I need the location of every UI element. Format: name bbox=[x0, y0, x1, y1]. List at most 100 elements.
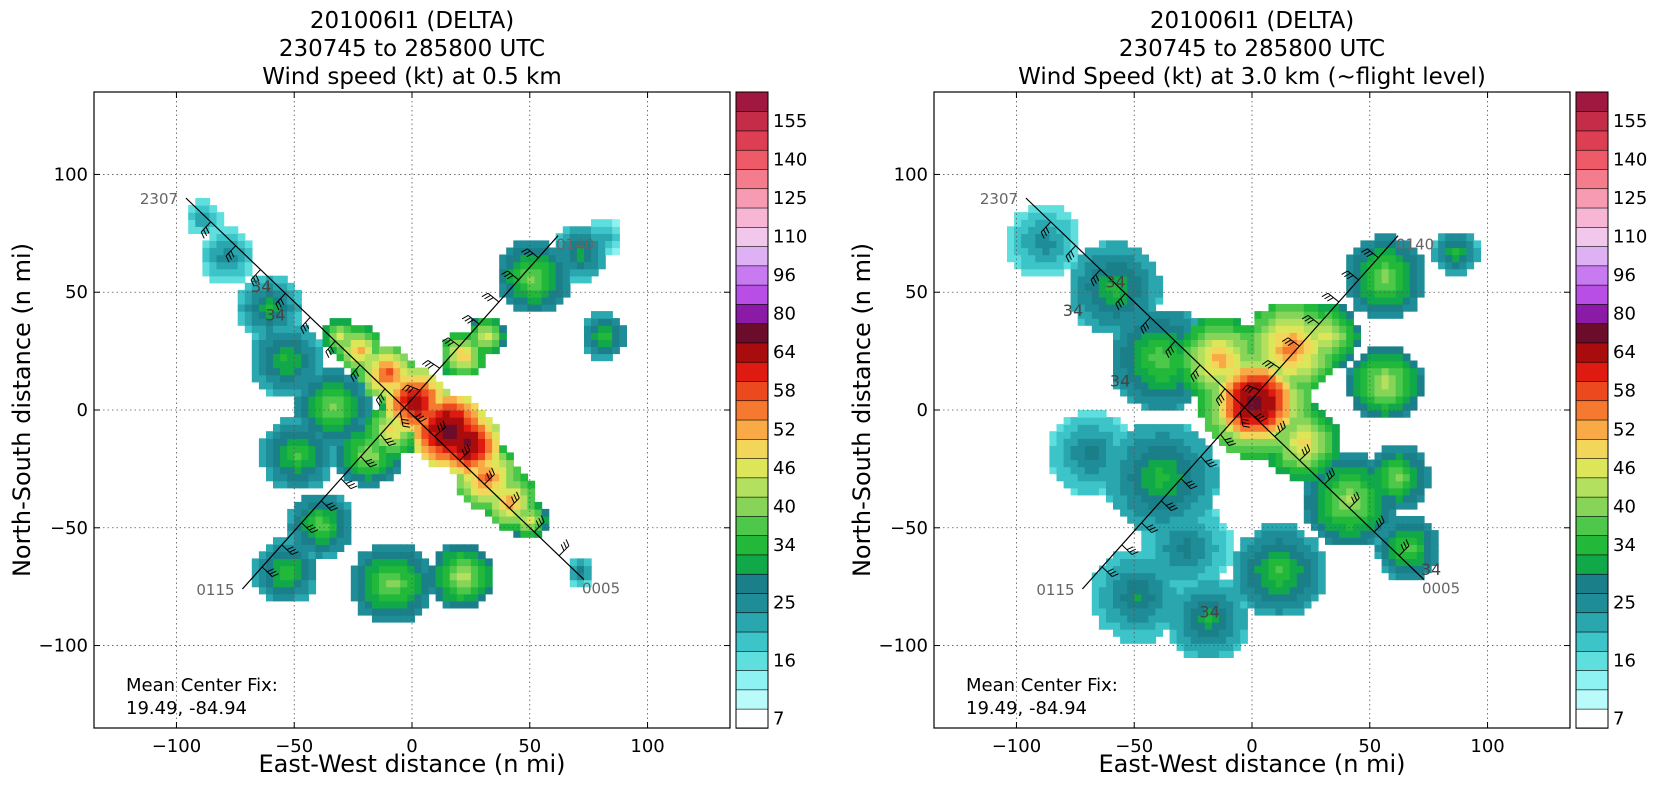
wind-cell bbox=[584, 318, 592, 326]
wind-cell bbox=[1353, 381, 1361, 390]
wind-cell bbox=[393, 558, 401, 567]
wind-cell bbox=[1296, 417, 1305, 425]
wind-cell bbox=[273, 332, 281, 340]
wind-cell bbox=[1381, 395, 1390, 404]
wind-cell bbox=[1113, 374, 1121, 383]
wind-cell bbox=[506, 494, 514, 503]
wind-cell bbox=[315, 530, 324, 538]
wind-cell bbox=[407, 572, 415, 581]
wind-cell bbox=[357, 600, 366, 609]
wind-cell bbox=[1275, 332, 1284, 340]
wind-cell bbox=[470, 544, 479, 552]
wind-cell bbox=[308, 339, 317, 347]
wind-cell bbox=[294, 367, 302, 376]
wind-cell bbox=[1190, 650, 1199, 658]
wind-cell bbox=[1339, 508, 1347, 517]
wind-cell bbox=[287, 289, 295, 298]
colorbar-cell bbox=[735, 650, 769, 671]
wind-cell bbox=[400, 572, 408, 581]
wind-cell bbox=[1212, 636, 1220, 644]
wind-cell bbox=[301, 537, 309, 545]
wind-cell bbox=[343, 410, 352, 418]
wind-cell bbox=[470, 487, 479, 496]
colorbar-cell bbox=[1575, 188, 1609, 209]
wind-cell bbox=[1204, 480, 1213, 489]
wind-cell bbox=[1141, 558, 1149, 567]
wind-cell bbox=[1148, 586, 1157, 595]
wind-cell bbox=[421, 438, 430, 446]
wind-cell bbox=[1402, 268, 1411, 277]
wind-cell bbox=[1134, 501, 1142, 510]
wind-cell bbox=[598, 346, 606, 355]
wind-cell bbox=[1233, 353, 1241, 362]
wind-cell bbox=[1296, 565, 1305, 574]
wind-cell bbox=[569, 233, 578, 241]
wind-cell bbox=[258, 438, 267, 446]
wind-cell bbox=[1296, 530, 1305, 538]
wind-cell bbox=[1381, 381, 1390, 390]
wind-cell bbox=[1035, 240, 1043, 249]
wind-cell bbox=[1219, 537, 1227, 545]
wind-cell bbox=[273, 473, 281, 482]
wind-cell bbox=[1141, 607, 1149, 616]
wind-cell bbox=[230, 275, 239, 284]
wind-cell bbox=[1296, 551, 1305, 559]
wind-cell bbox=[463, 395, 472, 404]
wind-cell bbox=[1318, 374, 1326, 383]
wind-cell bbox=[414, 445, 423, 453]
wind-cell bbox=[1226, 424, 1234, 432]
wind-cell bbox=[541, 289, 550, 298]
wind-cell bbox=[1402, 395, 1411, 404]
wind-cell bbox=[1219, 650, 1227, 658]
wind-cell bbox=[1367, 275, 1376, 284]
wind-cell bbox=[1275, 452, 1284, 461]
wind-cell bbox=[1141, 304, 1149, 312]
wind-cell bbox=[1381, 494, 1390, 503]
wind-cell bbox=[1120, 381, 1128, 390]
wind-cell bbox=[1204, 622, 1213, 630]
wind-cell bbox=[1289, 537, 1298, 545]
wind-cell bbox=[1204, 360, 1213, 369]
x-tick-label: 50 bbox=[518, 736, 541, 757]
wind-cell bbox=[1303, 325, 1312, 333]
wind-cell bbox=[1395, 487, 1404, 496]
wind-cell bbox=[1134, 508, 1142, 517]
wind-cell bbox=[1402, 494, 1411, 503]
wind-cell bbox=[1063, 431, 1072, 439]
wind-cell bbox=[1148, 360, 1157, 369]
wind-cell bbox=[1240, 614, 1248, 623]
wind-cell bbox=[598, 318, 606, 326]
wind-cell bbox=[456, 473, 465, 482]
wind-cell bbox=[478, 494, 486, 503]
wind-cell bbox=[576, 558, 585, 567]
wind-cell bbox=[463, 339, 472, 347]
wind-cell bbox=[1162, 353, 1171, 362]
wind-cell bbox=[273, 572, 281, 581]
wind-cell bbox=[470, 579, 479, 588]
wind-cell bbox=[209, 254, 218, 263]
wind-cell bbox=[1113, 466, 1121, 475]
wind-cell bbox=[520, 240, 529, 249]
wind-cell bbox=[442, 438, 451, 446]
wind-barb bbox=[1101, 566, 1119, 578]
wind-cell bbox=[1007, 240, 1015, 249]
wind-cell bbox=[1176, 565, 1185, 574]
wind-cell bbox=[1233, 402, 1241, 411]
wind-cell bbox=[1169, 593, 1178, 602]
wind-cell bbox=[1226, 360, 1234, 369]
wind-barb bbox=[1341, 270, 1359, 281]
wind-cell bbox=[1233, 572, 1241, 581]
wind-cell bbox=[1106, 466, 1114, 475]
wind-cell bbox=[1120, 572, 1128, 581]
wind-cell bbox=[336, 381, 345, 390]
wind-cell bbox=[1219, 402, 1227, 411]
wind-cell bbox=[1183, 551, 1192, 559]
wind-cell bbox=[386, 388, 394, 397]
wind-cell bbox=[1219, 339, 1227, 347]
wind-cell bbox=[485, 332, 493, 340]
wind-cell bbox=[336, 530, 345, 538]
wind-cell bbox=[1381, 282, 1390, 291]
wind-cell bbox=[1318, 438, 1326, 446]
wind-cell bbox=[1409, 374, 1418, 383]
wind-cell bbox=[1106, 445, 1114, 453]
